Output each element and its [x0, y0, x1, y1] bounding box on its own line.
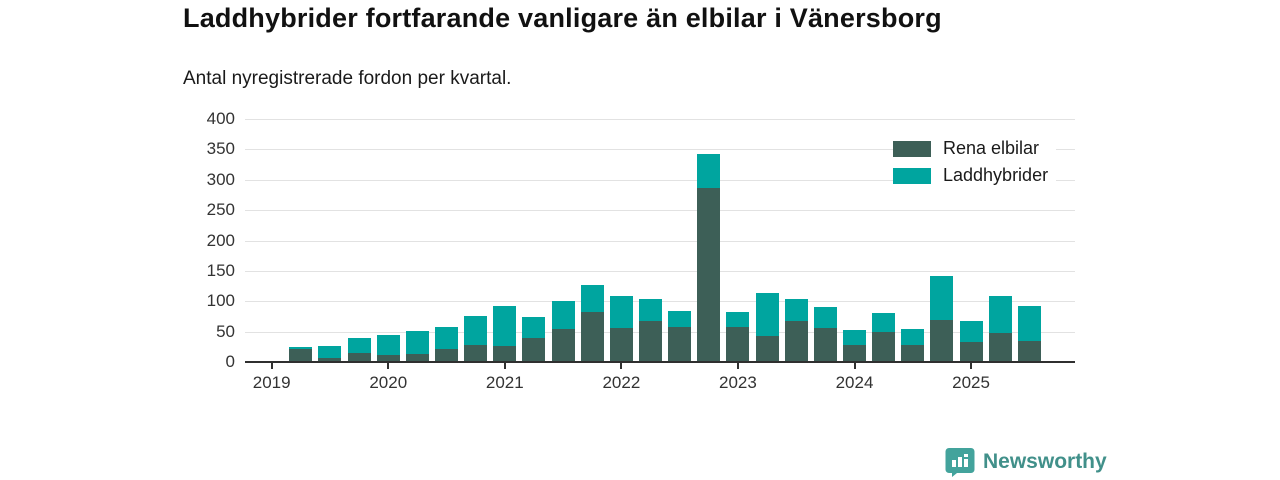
bar-segment-laddhybrider-2021-q4 [580, 284, 604, 313]
legend-label-laddhybrider: Laddhybrider [943, 165, 1049, 185]
x-axis-tick-label-2024: 2024 [835, 373, 874, 392]
bar-segment-laddhybrider-2025-q3 [1017, 306, 1041, 341]
x-axis-tick-mark [387, 363, 390, 369]
bar-segment-laddhybrider-2025-q2 [988, 296, 1012, 334]
y-axis-tick-label: 300 [206, 169, 235, 189]
x-axis-tick-mark [620, 363, 623, 369]
gridline-y300 [245, 179, 1075, 181]
x-axis-tick-label-2025: 2025 [952, 373, 990, 392]
bar-segment-laddhybrider-2024-q1 [843, 329, 866, 345]
bar-segment-laddhybrider-2023-q4 [813, 307, 837, 328]
bar-segment-laddhybrider-2020-q1 [376, 335, 400, 356]
gridline-y150 [245, 270, 1075, 272]
bar-segment-elbilar-2022-q4 [697, 187, 721, 362]
bar-segment-laddhybrider-2022-q2 [639, 298, 663, 322]
bar-segment-laddhybrider-2022-q4 [697, 154, 721, 188]
bar-segment-elbilar-2020-q3 [435, 348, 459, 362]
x-axis-tick-label-2022: 2022 [602, 373, 641, 392]
bar-segment-elbilar-2023-q4 [813, 327, 837, 362]
bar-segment-laddhybrider-2023-q3 [784, 298, 808, 321]
legend-label-elbilar: Rena elbilar [943, 138, 1040, 158]
legend-swatch-elbilar [893, 140, 931, 157]
bar-segment-elbilar-2023-q3 [784, 320, 808, 362]
bar-segment-laddhybrider-2023-q2 [755, 293, 779, 336]
bar-segment-elbilar-2019-q4 [347, 352, 371, 362]
bar-segment-laddhybrider-2020-q4 [464, 315, 488, 345]
bar-segment-elbilar-2021-q2 [522, 337, 546, 362]
bar-segment-laddhybrider-2024-q3 [901, 328, 925, 345]
gridline-y400 [245, 119, 1075, 120]
bar-segment-laddhybrider-2025-q1 [959, 320, 983, 342]
bar-segment-elbilar-2019-q3 [318, 357, 342, 362]
x-axis-tick-label-2019: 2019 [252, 373, 291, 392]
bar-segment-elbilar-2024-q3 [901, 344, 925, 362]
legend-item-laddhybrider: Laddhybrider [893, 162, 1048, 189]
newsworthy-bubble-icon [945, 448, 975, 477]
gridline-y200 [245, 240, 1075, 242]
y-axis-tick-label: 0 [225, 352, 235, 371]
bar-segment-laddhybrider-2019-q2 [289, 347, 313, 349]
bar-segment-laddhybrider-2020-q3 [435, 326, 459, 349]
bar-segment-elbilar-2024-q4 [930, 320, 954, 362]
bar-segment-laddhybrider-2021-q2 [522, 317, 546, 338]
legend: Rena elbilar Laddhybrider [893, 133, 1057, 193]
bar-segment-laddhybrider-2021-q1 [493, 306, 517, 347]
x-axis-tick-mark [736, 363, 739, 369]
y-axis-tick-label: 400 [206, 109, 235, 128]
bar-segment-laddhybrider-2023-q1 [726, 312, 750, 327]
y-axis-tick-label: 200 [206, 230, 235, 250]
bar-segment-elbilar-2025-q2 [988, 333, 1012, 362]
bar-segment-laddhybrider-2022-q3 [668, 310, 692, 328]
x-axis-tick-mark [970, 363, 973, 369]
gridline-y350 [245, 149, 1075, 151]
bar-segment-laddhybrider-2022-q1 [609, 296, 633, 328]
bar-segment-elbilar-2025-q3 [1017, 340, 1041, 362]
x-axis-tick-mark [270, 363, 273, 369]
bar-segment-laddhybrider-2021-q3 [551, 300, 575, 330]
bar-segment-elbilar-2019-q2 [289, 348, 313, 362]
x-axis-tick-mark [503, 363, 506, 369]
chart-title: Laddhybrider fortfarande vanligare än el… [183, 3, 942, 33]
y-axis-tick-label: 350 [206, 139, 235, 159]
bar-segment-elbilar-2020-q4 [464, 344, 488, 362]
bar-segment-elbilar-2024-q1 [843, 344, 866, 362]
x-axis-tick-mark [853, 363, 856, 369]
bar-segment-elbilar-2022-q1 [609, 327, 633, 362]
x-axis-line [245, 361, 1075, 363]
x-axis-tick-label-2023: 2023 [719, 373, 757, 392]
y-axis-tick-label: 250 [206, 200, 235, 220]
newsworthy-logo[interactable]: Newsworthy [945, 447, 1107, 477]
legend-item-rena-elbilar: Rena elbilar [893, 135, 1048, 162]
gridline-y250 [245, 210, 1075, 212]
bar-segment-elbilar-2025-q1 [959, 341, 983, 362]
bar-segment-laddhybrider-2024-q2 [872, 313, 896, 332]
bar-segment-laddhybrider-2019-q3 [318, 346, 342, 358]
bar-segment-laddhybrider-2024-q4 [930, 275, 954, 321]
x-axis-tick-label-2021: 2021 [485, 373, 524, 392]
bar-segment-elbilar-2020-q2 [405, 354, 429, 362]
bar-segment-laddhybrider-2019-q4 [347, 337, 371, 353]
y-axis-tick-label: 150 [206, 260, 235, 280]
bar-segment-elbilar-2023-q1 [726, 326, 750, 362]
bar-segment-elbilar-2022-q3 [668, 327, 692, 362]
y-axis-tick-label: 50 [216, 321, 235, 341]
bar-segment-elbilar-2021-q4 [580, 312, 604, 362]
x-axis-tick-label-2020: 2020 [369, 373, 408, 392]
bar-segment-elbilar-2021-q3 [551, 329, 575, 362]
chart-subtitle: Antal nyregistrerade fordon per kvartal. [183, 68, 512, 89]
bar-segment-elbilar-2020-q1 [376, 355, 400, 362]
newsworthy-wordmark: Newsworthy [983, 450, 1107, 473]
y-axis-tick-label: 100 [206, 291, 235, 311]
bar-segment-laddhybrider-2020-q2 [405, 331, 429, 355]
bar-segment-elbilar-2022-q2 [639, 321, 663, 362]
bar-segment-elbilar-2023-q2 [755, 335, 779, 362]
bar-segment-elbilar-2021-q1 [493, 346, 517, 362]
bar-segment-elbilar-2024-q2 [872, 331, 896, 362]
legend-swatch-laddhybrider [893, 167, 931, 184]
